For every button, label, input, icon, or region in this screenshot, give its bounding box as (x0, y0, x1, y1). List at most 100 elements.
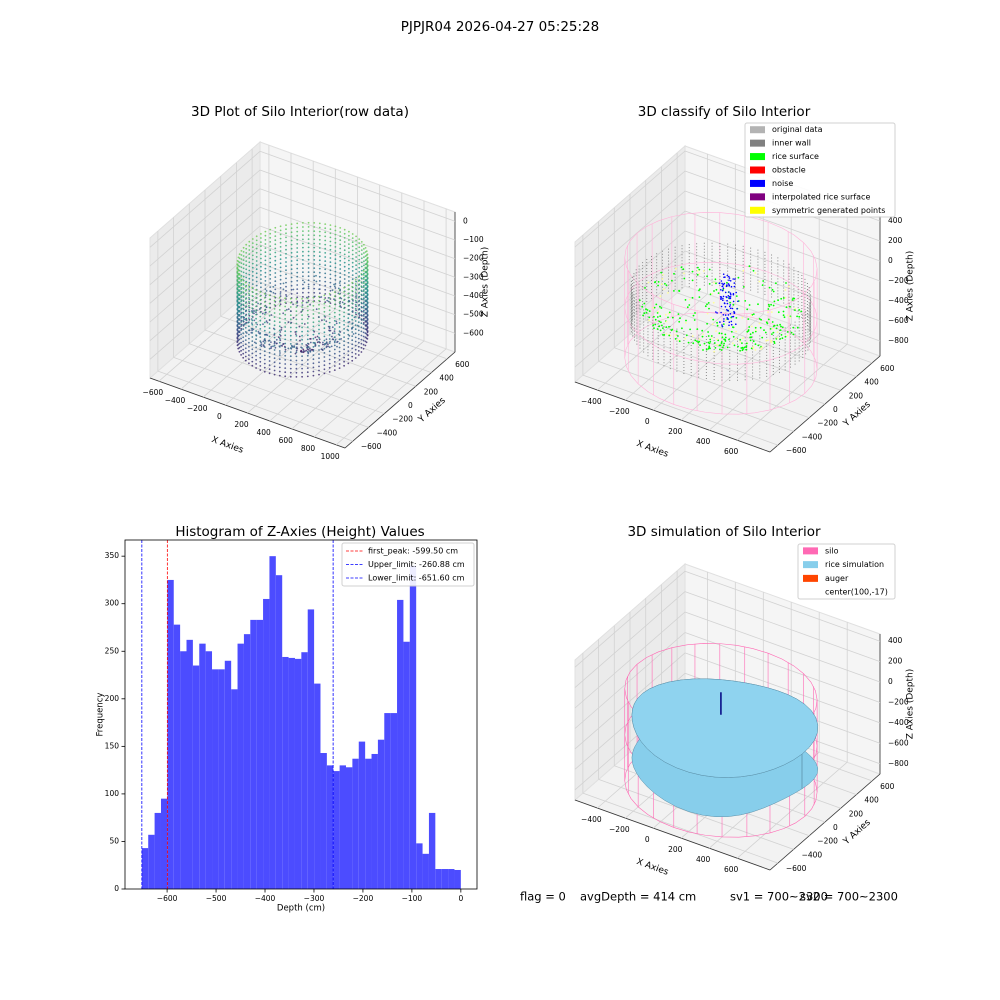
point (269, 236, 272, 239)
point (296, 234, 299, 237)
y-tick-label: 400 (864, 796, 879, 805)
point (643, 312, 646, 315)
point (365, 295, 368, 298)
bar (454, 869, 461, 889)
point (645, 308, 647, 311)
point (307, 221, 310, 224)
point (307, 287, 310, 290)
point (242, 328, 245, 330)
point (238, 342, 241, 345)
point (279, 254, 282, 256)
point (724, 285, 727, 288)
point (749, 336, 751, 339)
point (290, 344, 293, 347)
point (351, 245, 354, 248)
grid-line (574, 170, 686, 268)
point (776, 337, 779, 339)
y-tick-label: −200 (817, 419, 838, 428)
point (661, 278, 664, 280)
point (779, 329, 782, 331)
point (770, 341, 773, 344)
panel-title: Histogram of Z-Axies (Height) Values (175, 524, 424, 540)
point (351, 298, 354, 301)
point (318, 373, 320, 376)
point (313, 234, 316, 237)
point (251, 303, 254, 305)
point (707, 302, 710, 304)
point (363, 317, 365, 320)
point (709, 338, 712, 341)
point (240, 300, 243, 303)
point (355, 247, 357, 250)
point (762, 280, 765, 282)
bar (212, 669, 219, 889)
point (251, 352, 254, 355)
point (306, 375, 309, 378)
point (264, 280, 267, 282)
point (274, 255, 277, 258)
point (742, 337, 744, 340)
point (333, 336, 336, 339)
point (733, 282, 736, 284)
point (318, 271, 321, 274)
point (255, 276, 258, 279)
point (255, 284, 258, 287)
point (693, 319, 696, 321)
point (343, 245, 346, 248)
point (328, 371, 331, 373)
point (334, 241, 337, 244)
point (355, 305, 357, 308)
point (260, 249, 262, 252)
point (275, 338, 278, 341)
point (289, 359, 292, 362)
point (248, 257, 251, 260)
z-tick-label: −600 (888, 738, 909, 747)
point (260, 233, 262, 235)
point (684, 299, 687, 301)
x-tick-label: 0 (217, 412, 222, 421)
point (737, 300, 739, 303)
point (323, 323, 326, 325)
point (248, 354, 250, 356)
point (279, 270, 282, 273)
point (781, 337, 784, 340)
point (358, 266, 361, 269)
point (347, 341, 350, 344)
point (302, 295, 304, 298)
point (643, 302, 646, 305)
point (301, 306, 303, 308)
point (732, 335, 735, 338)
point (263, 358, 266, 361)
bar (205, 651, 213, 889)
point (273, 342, 276, 345)
point (248, 345, 250, 348)
point (248, 277, 251, 280)
point (642, 314, 644, 317)
point (244, 306, 247, 309)
point (324, 247, 327, 250)
point (248, 358, 250, 361)
point (355, 243, 357, 246)
point (360, 310, 363, 313)
point (242, 344, 245, 347)
point (770, 339, 773, 342)
z-tick-label: 400 (888, 216, 903, 225)
point (248, 350, 250, 352)
point (656, 316, 659, 318)
point (251, 266, 254, 269)
grid-line (574, 210, 686, 308)
point (259, 365, 262, 367)
point (284, 309, 287, 312)
z-tick-label: −600 (463, 328, 484, 337)
point (290, 293, 293, 295)
point (268, 364, 271, 366)
point (328, 305, 331, 308)
point (327, 345, 329, 348)
point (347, 309, 350, 311)
point (334, 250, 337, 252)
point (671, 316, 674, 319)
point (333, 369, 336, 371)
point (318, 267, 321, 270)
point (251, 275, 254, 277)
x-tick-label: −600 (143, 388, 164, 397)
